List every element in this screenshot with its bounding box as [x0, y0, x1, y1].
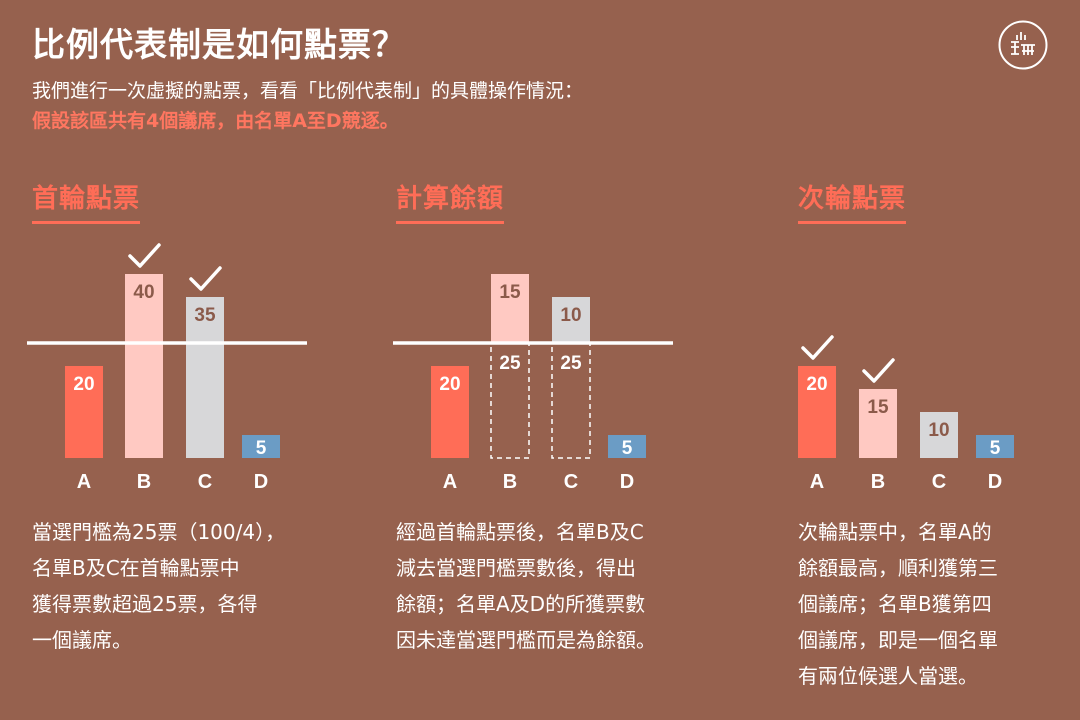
category-label-c: C [198, 471, 212, 493]
bar-d [976, 435, 1014, 458]
section-title-remainder: 計算餘額 [396, 178, 505, 224]
value-label-b: 15 [499, 282, 521, 303]
category-label-b: B [503, 471, 517, 493]
value-label-d: 5 [990, 438, 1001, 459]
desc-line: 餘額；名單A及D的所獲票數 [396, 592, 646, 616]
desc-line: 獲得票數超過25票，各得 [32, 592, 258, 616]
category-label-a: A [443, 471, 457, 493]
desc-line: 個議席，即是一個名單 [798, 628, 998, 652]
category-label-b: B [137, 471, 151, 493]
value-label-b: 40 [133, 282, 154, 303]
category-label-b: B [871, 471, 885, 493]
desc-line: 因未達當選門檻而是為餘額。 [396, 628, 656, 652]
value-label-c: 10 [928, 420, 949, 441]
check-icon [801, 335, 834, 360]
value-label-d: 5 [256, 438, 267, 459]
value-label-a: 20 [73, 374, 94, 395]
description-first-count: 當選門檻為25票（100/4）， 名單B及C在首輪點票中 獲得票數超過25票，各… [32, 514, 285, 658]
intro-assumption: 假設該區共有4個議席，由名單A至D競逐。 [32, 110, 399, 132]
desc-line: 名單B及C在首輪點票中 [32, 556, 240, 580]
category-label-d: D [254, 471, 268, 493]
value-label-d: 5 [622, 438, 633, 459]
category-label-d: D [620, 471, 634, 493]
section-title-first-count: 首輪點票 [32, 178, 141, 224]
initium-logo: 端 [998, 20, 1048, 70]
desc-line: 一個議席。 [32, 628, 132, 652]
bar-c [920, 412, 958, 458]
desc-line: 次輪點票中，名單A的 [798, 520, 992, 544]
value-label-c: 10 [560, 305, 581, 326]
category-label-a: A [77, 471, 91, 493]
desc-line: 減去當選門檻票數後，得出 [396, 556, 636, 580]
bar-c [552, 297, 590, 343]
bar-c [186, 297, 224, 458]
removed-label-b: 25 [499, 353, 521, 374]
desc-line: 個議席；名單B獲第四 [798, 592, 992, 616]
desc-line: 有兩位候選人當選。 [798, 664, 978, 688]
desc-line: 經過首輪點票後，名單B及C [396, 520, 644, 544]
check-icon [862, 358, 895, 383]
bar-a [65, 366, 103, 458]
bar-b [859, 389, 897, 458]
bar-b [491, 274, 529, 343]
vote-count-charts: 20 A 40 B 35 C 5 D 20 A 25 15 B 25 10 C 5 D 20 A 15 B 10 C 5 D [27, 243, 1014, 493]
desc-line: 餘額最高，順利獲第三 [798, 556, 998, 580]
bar-d [242, 435, 280, 458]
value-label-a: 20 [439, 374, 460, 395]
bar-b [125, 274, 163, 458]
category-label-a: A [810, 471, 824, 493]
check-icon [189, 266, 222, 291]
section-title-second-count: 次輪點票 [798, 178, 907, 224]
bar-d [608, 435, 646, 458]
removed-label-c: 25 [560, 353, 582, 374]
check-icon [128, 243, 161, 268]
category-label-c: C [932, 471, 946, 493]
value-label-a: 20 [806, 374, 827, 395]
bar-a [798, 366, 836, 458]
value-label-b: 15 [867, 397, 889, 418]
description-remainder: 經過首輪點票後，名單B及C 減去當選門檻票數後，得出 餘額；名單A及D的所獲票數… [396, 514, 656, 658]
category-label-c: C [564, 471, 578, 493]
intro-text: 我們進行一次虛擬的點票，看看「比例代表制」的具體操作情況： [32, 80, 584, 102]
desc-line: 當選門檻為25票（100/4）， [32, 520, 286, 544]
description-second-count: 次輪點票中，名單A的 餘額最高，順利獲第三 個議席；名單B獲第四 個議席，即是一… [798, 514, 998, 694]
page-title: 比例代表制是如何點票？ [32, 25, 406, 64]
category-label-d: D [988, 471, 1002, 493]
value-label-c: 35 [194, 305, 216, 326]
bar-a [431, 366, 469, 458]
